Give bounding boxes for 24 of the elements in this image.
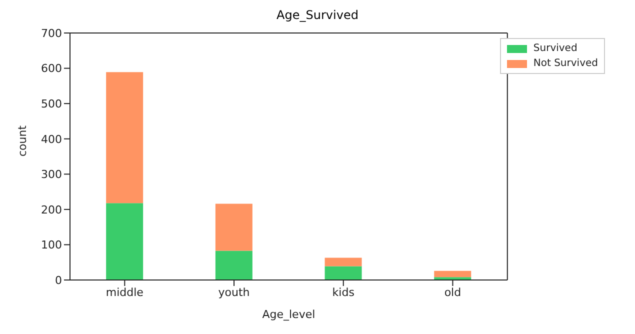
x-tick-label: old: [444, 286, 462, 299]
bar: [106, 72, 144, 204]
chart-title: Age_Survived: [276, 8, 360, 24]
bar: [324, 258, 362, 266]
y-tick-label: 400: [41, 132, 62, 146]
y-tick-label: 700: [41, 26, 62, 40]
y-tick-label: 300: [41, 168, 62, 182]
legend-label: Not Survived: [533, 57, 598, 71]
y-tick-label: 0: [55, 274, 62, 287]
x-tick-label: middle: [106, 286, 144, 299]
x-tick-label: kids: [332, 286, 355, 299]
bar: [215, 250, 252, 280]
y-tick-label: 500: [41, 97, 62, 110]
bar: [106, 203, 144, 280]
bar: [324, 266, 362, 280]
y-axis-title: count: [16, 124, 29, 156]
y-tick-label: 100: [41, 238, 62, 252]
bar: [215, 204, 252, 251]
bar: [434, 270, 472, 278]
x-tick-label: youth: [218, 286, 250, 299]
x-axis-title: Age_level: [262, 308, 316, 321]
y-tick-label: 600: [41, 62, 62, 76]
y-tick-label: 200: [41, 203, 62, 216]
legend-label: Survived: [533, 42, 578, 56]
